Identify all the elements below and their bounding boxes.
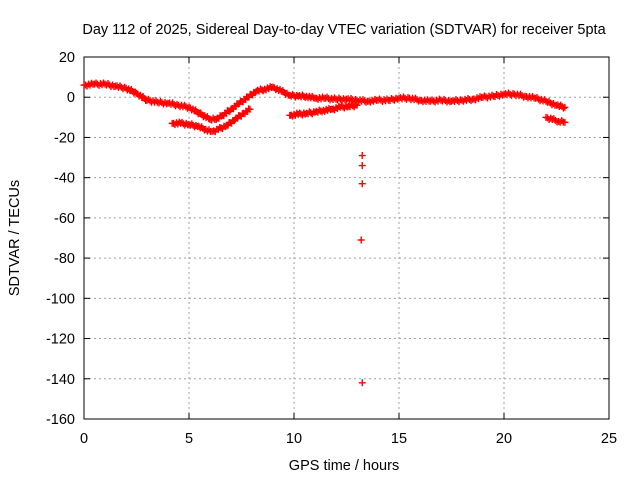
data-point: [109, 81, 116, 89]
x-axis-label: GPS time / hours: [289, 458, 399, 474]
series-outliers: [357, 152, 366, 387]
data-series: [80, 79, 569, 387]
x-tick-label: 25: [601, 431, 617, 447]
y-tick-label: -140: [46, 372, 75, 388]
y-tick-label: 0: [67, 90, 75, 106]
y-tick-label: -20: [54, 130, 75, 146]
x-tick-label: 10: [286, 431, 302, 447]
data-point: [308, 92, 316, 100]
series-upper-track: [80, 79, 569, 124]
data-point: [558, 117, 566, 125]
y-axis-label: SDTVAR / TECUs: [7, 180, 23, 296]
data-point: [545, 116, 553, 124]
series-late-segment: [542, 113, 569, 126]
data-point: [182, 103, 190, 111]
data-point-outlier: [358, 379, 366, 387]
x-tick-label: 5: [185, 431, 193, 447]
y-tick-label: 20: [59, 50, 75, 66]
series-lower-track-B: [286, 101, 361, 120]
x-tick-label: 20: [496, 431, 512, 447]
data-point-outlier: [358, 180, 366, 188]
data-point: [266, 83, 274, 91]
series-lower-track-A: [168, 105, 254, 136]
data-point: [130, 89, 138, 97]
x-tick-label: 0: [80, 431, 88, 447]
data-point: [559, 118, 567, 126]
data-point: [539, 97, 547, 105]
data-point: [476, 93, 484, 101]
y-tick-label: -120: [46, 332, 75, 348]
y-tick-label: -160: [46, 412, 75, 428]
data-point: [413, 96, 421, 104]
data-point-outlier: [358, 162, 366, 170]
y-tick-label: -60: [54, 211, 75, 227]
y-tick-label: -80: [54, 251, 75, 267]
data-point: [558, 103, 566, 111]
data-point: [245, 105, 253, 113]
data-point: [352, 101, 360, 109]
data-point: [529, 92, 536, 100]
data-point-outlier: [357, 236, 365, 244]
data-point: [151, 98, 158, 106]
axis-ticks: 0 5 10 15 20 25 20 0 -20 -40 -60 -80 -100 -120 -140 -16…: [46, 50, 617, 447]
y-tick-label: -100: [46, 291, 75, 307]
data-point: [172, 102, 179, 110]
chart-title: Day 112 of 2025, Sidereal Day-to-day VTE…: [82, 22, 606, 38]
data-point: [518, 92, 526, 100]
x-tick-label: 15: [391, 431, 407, 447]
data-point-outlier: [358, 152, 366, 160]
y-tick-label: -40: [54, 171, 75, 187]
data-point: [560, 104, 567, 112]
plot-frame: [83, 56, 610, 420]
